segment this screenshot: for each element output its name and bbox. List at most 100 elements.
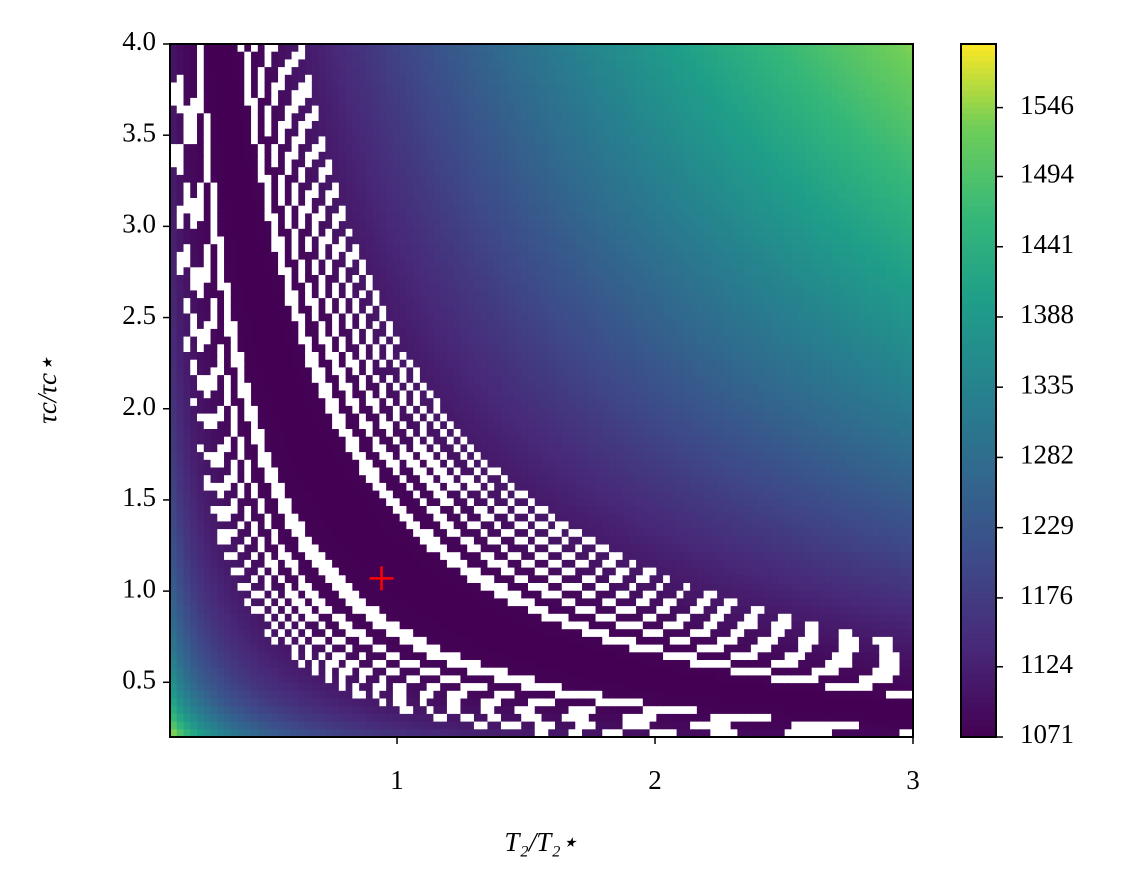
field-cell	[264, 652, 272, 661]
field-cell	[359, 151, 367, 161]
field-cell	[453, 652, 462, 661]
field-cell	[311, 144, 320, 153]
field-cell	[365, 621, 374, 630]
field-cell	[514, 729, 522, 738]
field-cell	[183, 506, 191, 515]
field-cell	[291, 444, 299, 453]
field-cell	[284, 298, 293, 307]
field-cell	[500, 421, 509, 430]
field-cell	[230, 429, 239, 438]
field-cell	[433, 490, 441, 499]
field-cell	[379, 706, 387, 715]
field-cell	[244, 251, 252, 261]
field-cell	[487, 44, 495, 53]
field-cell	[332, 644, 340, 653]
field-cell	[332, 267, 340, 276]
field-cell	[305, 67, 313, 76]
field-cell	[507, 244, 516, 253]
field-cell	[359, 382, 367, 392]
field-cell	[352, 328, 360, 338]
field-cell	[419, 321, 428, 330]
field-cell	[467, 667, 475, 676]
field-cell	[419, 282, 428, 291]
field-cell	[413, 282, 421, 291]
field-cell	[527, 398, 536, 407]
field-cell	[190, 713, 198, 723]
field-cell	[210, 375, 218, 384]
field-cell	[345, 706, 353, 715]
field-cell	[494, 267, 502, 276]
field-cell	[224, 113, 232, 122]
field-cell	[527, 59, 536, 68]
field-cell	[541, 190, 549, 199]
field-cell	[406, 729, 414, 738]
field-cell	[278, 67, 286, 76]
field-cell	[345, 567, 353, 576]
field-cell	[237, 459, 245, 469]
field-cell	[332, 590, 340, 599]
field-cell	[365, 683, 374, 692]
field-cell	[453, 251, 462, 261]
field-cell	[453, 452, 462, 461]
field-cell	[480, 151, 489, 161]
field-cell	[338, 244, 347, 253]
field-cell	[521, 328, 529, 338]
field-cell	[264, 336, 272, 345]
field-cell	[426, 721, 435, 730]
field-cell	[399, 683, 407, 692]
field-cell	[534, 506, 543, 515]
field-cell	[244, 90, 252, 99]
field-cell	[500, 244, 509, 253]
field-cell	[487, 290, 495, 299]
field-cell	[426, 667, 435, 676]
field-cell	[413, 444, 421, 453]
field-cell	[521, 598, 529, 607]
field-cell	[183, 352, 191, 361]
field-cell	[345, 452, 353, 461]
field-cell	[399, 613, 407, 623]
field-cell	[338, 390, 347, 399]
field-cell	[507, 444, 516, 453]
field-cell	[170, 359, 178, 368]
field-cell	[440, 275, 448, 284]
field-cell	[379, 151, 387, 161]
field-cell	[521, 675, 529, 684]
field-cell	[399, 636, 407, 646]
field-cell	[413, 721, 421, 730]
field-cell	[413, 436, 421, 445]
field-cell	[480, 590, 489, 599]
field-cell	[440, 282, 448, 291]
field-cell	[230, 59, 239, 68]
field-cell	[237, 613, 245, 623]
field-cell	[379, 190, 387, 199]
field-cell	[318, 644, 326, 653]
field-cell	[338, 174, 347, 184]
field-cell	[386, 598, 394, 607]
field-cell	[500, 590, 509, 599]
field-cell	[217, 190, 225, 199]
field-cell	[460, 221, 468, 230]
field-cell	[284, 467, 293, 476]
field-cell	[426, 706, 435, 715]
field-cell	[257, 606, 266, 615]
field-cell	[230, 467, 239, 476]
field-cell	[224, 667, 232, 676]
field-cell	[217, 352, 225, 361]
field-cell	[271, 644, 279, 653]
field-cell	[237, 213, 245, 222]
field-cell	[467, 251, 475, 261]
field-cell	[203, 275, 212, 284]
field-cell	[379, 583, 387, 592]
field-cell	[183, 359, 191, 368]
field-cell	[230, 90, 239, 99]
field-cell	[170, 313, 178, 322]
field-cell	[534, 128, 543, 137]
field-cell	[271, 621, 279, 630]
field-cell	[467, 375, 475, 384]
field-cell	[521, 182, 529, 191]
field-cell	[521, 82, 529, 91]
field-cell	[284, 498, 293, 507]
field-cell	[440, 613, 448, 623]
field-cell	[487, 105, 495, 114]
field-cell	[494, 621, 502, 630]
